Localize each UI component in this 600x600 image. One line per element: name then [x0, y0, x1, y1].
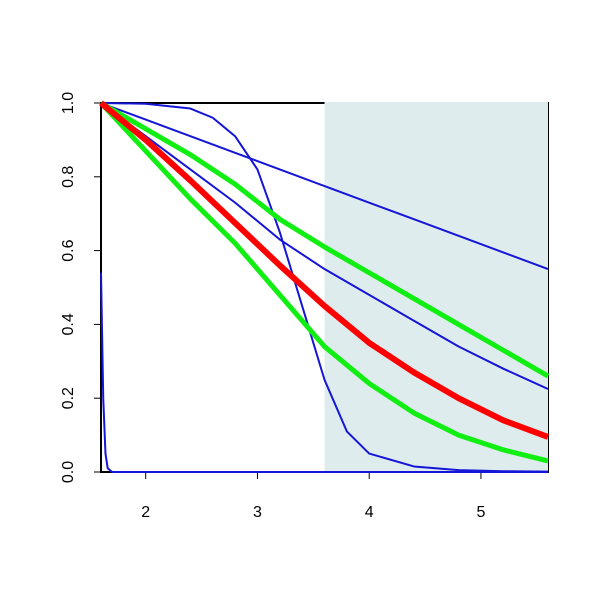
curve: [99, 100, 550, 379]
curve: [99, 101, 549, 464]
x-tick-label: 3: [253, 504, 262, 521]
x-tick-label: 2: [141, 504, 150, 521]
shaded-region: [324, 102, 548, 472]
curve: [100, 272, 548, 473]
x-tick-label: 5: [476, 504, 485, 521]
curve: [100, 102, 549, 270]
x-tick-label: 4: [365, 504, 374, 521]
curve: [100, 102, 549, 390]
y-tick-label: 1.0: [60, 92, 77, 114]
y-tick-label: 0.6: [60, 239, 77, 261]
curve: [99, 100, 550, 440]
y-tick-label: 0.0: [60, 461, 77, 483]
y-tick-label: 0.4: [60, 313, 77, 335]
y-tick-label: 0.8: [60, 166, 77, 188]
curve: [100, 102, 549, 473]
y-tick-label: 0.2: [60, 387, 77, 409]
